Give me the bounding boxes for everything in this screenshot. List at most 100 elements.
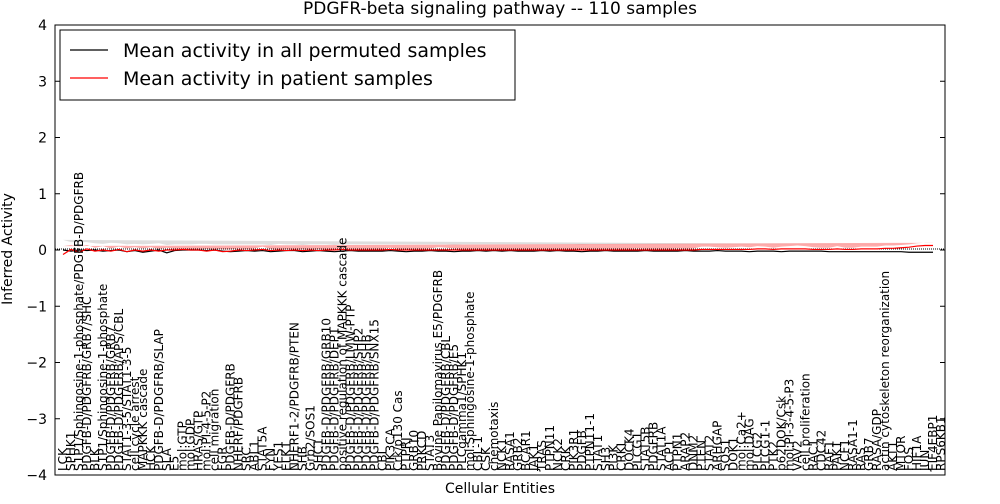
x-tick-label: ELK1	[279, 441, 293, 471]
x-tick-label: S1P1/Sphingosine-1-phosphate	[96, 284, 110, 471]
series-line-patient	[62, 244, 934, 256]
x-tick-label: STAT3	[423, 435, 437, 471]
x-tick-label: PDGFB-D/PDGFRB/SHB	[359, 334, 373, 471]
x-tick-label: mol:PI-3-4-5-P3	[782, 379, 796, 471]
x-tick-label: RAS	[854, 447, 868, 471]
x-tick-label: p62DOK/Csk	[774, 396, 788, 471]
x-tick-label: RASA/GDP	[870, 409, 884, 471]
x-tick-label: PTK2	[766, 441, 780, 471]
x-tick-label: DOCK4	[623, 428, 637, 471]
x-tick-label: STAT5B	[639, 427, 653, 472]
x-tick-label: PDGFB-D/PDGFRB/SHP2	[351, 328, 365, 471]
x-tick-label: PAK1	[830, 441, 844, 471]
x-tick-label: PLCG2	[750, 432, 764, 471]
x-tick-label: PDGFRB	[647, 422, 661, 471]
x-tick-label: SPHK1	[64, 432, 78, 471]
x-tick-label: PRKCD	[415, 431, 429, 471]
x-tick-label: ARHGAP	[711, 421, 725, 471]
x-tick-label: HIF1A	[910, 435, 924, 471]
x-tick-label: PDGFB-D/PDGFRB/DEP1	[327, 327, 341, 471]
x-tick-label: TRAS	[535, 440, 549, 472]
x-tick-label: PDGFB-D/PDGFRB/E5	[447, 344, 461, 471]
y-tick-label: −4	[26, 468, 47, 484]
x-tick-label: SHB	[295, 446, 309, 471]
x-tick-label: mol:Ca2+	[734, 411, 748, 471]
x-tick-label: LCK	[56, 447, 70, 471]
x-tick-label: JUN	[918, 450, 932, 472]
x-tick-label: PLCG1-1	[758, 420, 772, 471]
x-tick-label: CRKL	[615, 439, 629, 471]
x-tick-label: NCK2	[551, 438, 565, 471]
x-tick-label: DNM2	[687, 435, 701, 471]
x-tick-label: PI3K	[607, 444, 621, 471]
legend: Mean activity in all permuted samples Me…	[59, 29, 516, 101]
x-tick-label: STAT1A	[655, 426, 669, 471]
bands-layer	[63, 239, 934, 250]
x-tick-label: Grb2/SOS1	[303, 405, 317, 471]
legend-label-permuted: Mean activity in all permuted samples	[123, 40, 486, 62]
x-tick-label: SH3	[599, 447, 613, 471]
x-tick-label: PDGFB-D/PDGFRB	[224, 363, 238, 471]
x-tick-label: PDGFB-D/PDGFRB/SNX15	[367, 319, 381, 471]
x-tick-label: PDGFB	[575, 430, 589, 471]
y-tick-label: −3	[26, 412, 47, 428]
x-tick-label: CRK	[559, 445, 573, 471]
x-tick-label: PTPN1	[671, 433, 685, 471]
x-tick-label: chemotaxis	[487, 402, 501, 471]
x-tick-label: CBL-1	[471, 436, 485, 471]
chart-title: PDGFR-beta signaling pathway -- 110 samp…	[303, 0, 697, 19]
plot-frame	[54, 24, 946, 476]
x-tick-label: AKT1	[886, 441, 900, 471]
x-tick-label: cell migration	[208, 389, 222, 471]
x-tick-label: PTPN11-1	[583, 413, 597, 471]
x-tick-label: MAPKKK cascade	[136, 369, 150, 471]
x-tick-label: RASA1	[503, 431, 517, 471]
x-tick-label: RPS6KB1	[934, 416, 948, 471]
x-tick-label: PDGFB-D/PDGFRB/GRB10	[319, 318, 333, 471]
x-tick-label: PDGFB-D/PDGFRB/CBL	[439, 336, 453, 471]
x-tick-label: mol:GDP	[184, 419, 198, 471]
x-tick-label: PIK3CA	[383, 427, 397, 471]
x-tick-label: PTPN11	[543, 425, 557, 471]
x-tick-label: PIK3R1	[567, 429, 581, 471]
x-tick-label: S1P1/Sphingosine-1-phosphate/PDGFB-D/PDG…	[72, 172, 86, 471]
x-tick-label: FOS	[902, 447, 916, 471]
x-tick-label: BCAR1	[519, 430, 533, 471]
x-tick-label: EIF4EBP1	[926, 415, 940, 471]
x-tick-label: JAK1	[527, 444, 541, 472]
x-tick-label: SRC	[240, 447, 254, 471]
x-tick-labels: LCKSPHK1S1P1/Sphingosine-1-phosphate/PDG…	[56, 172, 948, 472]
x-tick-label: ACP1	[663, 440, 677, 471]
x-tick-label: mol:PI-4-5-P2	[200, 391, 214, 471]
x-tick-label: GRB2	[511, 437, 525, 471]
x-tick-label: DOK1	[726, 437, 740, 471]
x-tick-label: PLCgamma1/SPHK1	[455, 352, 469, 471]
x-tick-label: mol:Sphingosine-1-phosphate	[463, 292, 477, 472]
legend-box	[59, 29, 516, 101]
x-tick-label: BLK	[88, 447, 102, 471]
band-patient-spread	[63, 242, 934, 250]
x-tick-label: HCK	[144, 445, 158, 471]
x-tick-label: ARAP2	[679, 432, 693, 471]
x-tick-label: MTOR	[894, 436, 908, 471]
y-tick-label: −1	[26, 299, 47, 315]
x-tick-label: VAV2	[790, 440, 804, 471]
x-tick-label: SOS1	[718, 439, 732, 471]
x-tick-label: mol:DAG	[742, 418, 756, 471]
y-tick-label: 1	[38, 187, 47, 203]
x-tick-label: cell proliferation	[798, 373, 812, 471]
x-axis-label: Cellular Entities	[445, 481, 555, 497]
x-tick-label: RAC1	[806, 439, 820, 471]
x-tick-label: FYN	[264, 448, 278, 471]
x-tick-label: STAT1-3-5/STAT1-3-5	[120, 347, 134, 471]
x-tick-label: RAF1	[822, 440, 836, 471]
x-tick-label: PDGFB-D/PDGFRB/APS/CBL	[112, 308, 126, 471]
y-tick-label: −2	[26, 356, 47, 372]
x-tick-label: PDGFB-D/PDGFRB/GRB7/SHC	[80, 297, 94, 471]
x-tick-label: FGR	[216, 446, 230, 471]
x-tick-label: GRB7	[862, 437, 876, 471]
x-tick-label: NHERF/PDGFRB	[232, 377, 246, 471]
x-tick-label: CBL	[375, 447, 389, 471]
